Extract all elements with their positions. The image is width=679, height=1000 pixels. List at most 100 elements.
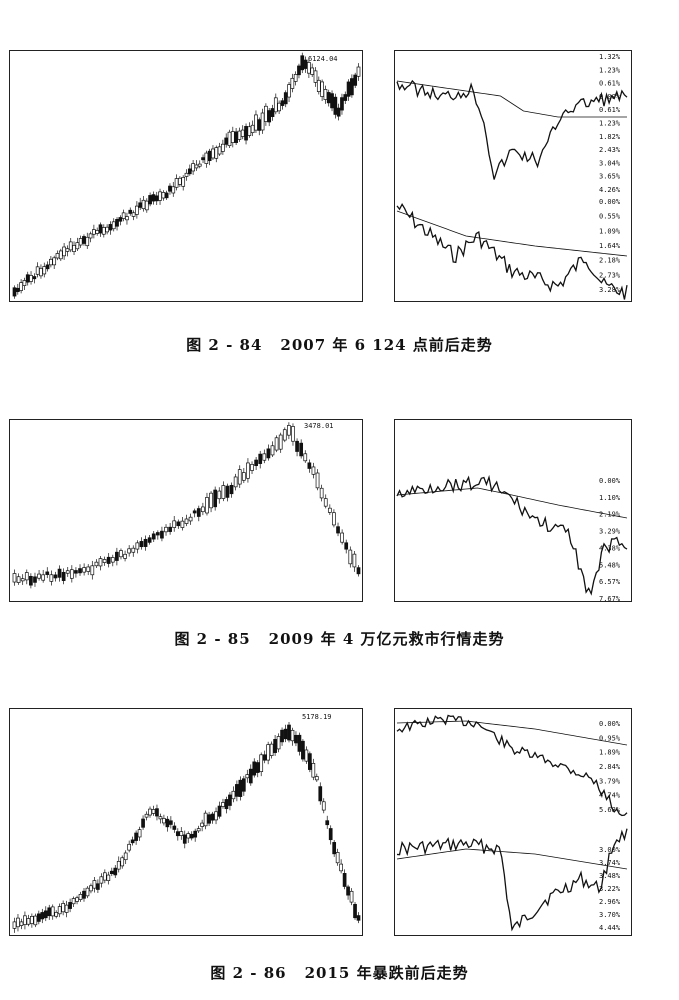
fig86-candle-body [231, 790, 236, 800]
fig86-caption: 图 2 - 86 2015 年暴跌前后走势 [0, 962, 679, 983]
fig86-candle-body [346, 886, 350, 896]
fig84-candle-body [234, 131, 238, 143]
fig86-candle-body [50, 906, 55, 917]
fig84-candle-body [39, 267, 43, 277]
fig86-candle-body [287, 724, 291, 741]
fig84-candle-body [72, 245, 76, 252]
fig84-candle-body [52, 257, 57, 266]
fig84-candle-body [42, 266, 47, 275]
fig84-candle-body [58, 250, 63, 260]
fig84-candle-body [297, 65, 301, 76]
fig84-candle-body [115, 219, 119, 227]
fig85-candle-body [90, 565, 95, 576]
fig85-candle-body [82, 567, 86, 573]
fig85-candle-body [49, 574, 54, 582]
fig85-candle-body [115, 551, 119, 561]
fig86-candle-body [280, 729, 284, 743]
fig85-candle-body [340, 532, 344, 543]
fig85-candle-body [225, 485, 230, 498]
fig84-candle-body [283, 92, 288, 105]
fig86-candle-body [40, 912, 45, 920]
fig86-candle-body [210, 813, 215, 821]
fig84-candle-body [65, 248, 70, 252]
fig85-candle-body [98, 558, 103, 567]
fig84-candle-body [217, 146, 222, 155]
fig84-candle-body [164, 192, 169, 199]
fig85-candle-body [160, 530, 164, 539]
fig86-top-avg-line [396, 720, 628, 746]
fig84-candle-body [168, 185, 172, 192]
fig85-candle-body [282, 429, 287, 441]
fig85-pct-label: 0.00% [599, 477, 621, 485]
fig84-candle-body [82, 236, 86, 244]
fig85-candle-body [307, 462, 312, 469]
fig84-candle-body [224, 137, 229, 145]
fig86-candle-body [273, 739, 277, 753]
fig85-pct-label: 1.10% [599, 494, 621, 502]
fig86-candle-body [151, 809, 156, 814]
fig84-candle-body [350, 78, 354, 96]
fig86-candle-body [224, 799, 229, 810]
fig84-candle-body [316, 79, 321, 92]
fig86-candle-body [235, 784, 239, 797]
fig85-candle-body [41, 574, 46, 581]
fig85-candle-body [143, 538, 148, 547]
fig86-candle-body [245, 774, 250, 779]
fig85-intraday-chart: 0.00% 1.10% 2.19% 3.29% 4.38% 5.48% 6.57% 7.67% [396, 474, 628, 601]
fig85-candle-body [168, 526, 172, 532]
fig86-intraday-chart: 0.00% 0.95% 1.89% 2.84% 3.79% 4.74% 5.68% 3.00%… [396, 714, 628, 932]
fig84-kline-panel: 6124.04 [9, 50, 363, 302]
fig84-candle-body [15, 287, 20, 293]
fig84-candle-body [346, 81, 351, 97]
fig85-candle-body [295, 440, 299, 452]
fig84-candle-body [197, 163, 202, 167]
fig85-candle-body [74, 570, 78, 574]
fig86-top-pct-label: 0.00% [599, 720, 621, 728]
fig86-candle-body [356, 915, 361, 921]
fig86-bottom-pct-label: 3.22% [599, 885, 621, 893]
fig85-candle-body [69, 569, 74, 579]
fig84-candle-body [19, 282, 23, 291]
fig84-candle-body [264, 105, 268, 122]
fig85-candle-body [201, 506, 205, 513]
fig85-candle-body [110, 557, 115, 563]
fig85-candle-body [237, 469, 242, 485]
fig86-bottom-pct-label: 2.96% [599, 898, 621, 906]
fig86-candle-body [54, 912, 59, 917]
fig85-candle-body [336, 526, 340, 534]
fig85-pct-label: 4.38% [599, 544, 621, 552]
fig84-candle-body [320, 81, 324, 97]
fig85-candle-body [348, 549, 353, 565]
fig84-candle-body [191, 163, 195, 172]
fig85-candle-body [102, 559, 107, 563]
fig85-candle-body [217, 490, 222, 500]
fig84-candle-body [280, 100, 285, 106]
fig84-candle-body [62, 246, 66, 257]
fig86-bottom-pct-label: 3.70% [599, 911, 621, 919]
fig84-candle-body [181, 176, 186, 187]
fig85-candle-body [147, 537, 152, 543]
fig84-candle-body [98, 224, 103, 234]
fig84-candle-body [35, 266, 40, 275]
fig84-candle-body [303, 59, 308, 69]
fig86-bottom-pct-label: 3.48% [599, 872, 621, 880]
fig85-candle-body [274, 437, 279, 451]
fig85-candle-body [57, 568, 62, 578]
fig86-candle-body [318, 786, 323, 802]
fig84-candle-body [111, 221, 116, 230]
fig84-candle-body [250, 124, 255, 134]
fig85-pct-label: 6.57% [599, 578, 621, 586]
fig85-candle-body [327, 507, 332, 513]
fig86-candle-body [221, 802, 225, 807]
fig84-candle-body [148, 195, 152, 205]
fig85-candle-body [37, 573, 41, 579]
fig85-pct-label: 3.29% [599, 528, 621, 536]
fig86-candle-body [26, 918, 31, 925]
fig86-caption-number: 图 2 - 86 [210, 964, 287, 982]
fig86-candle-body [33, 915, 38, 926]
fig85-candle-body [61, 571, 66, 581]
fig85-candle-body [12, 573, 17, 583]
fig84-candle-body [131, 212, 136, 217]
fig86-candle-body [106, 874, 111, 882]
fig86-candle-body [339, 863, 343, 872]
